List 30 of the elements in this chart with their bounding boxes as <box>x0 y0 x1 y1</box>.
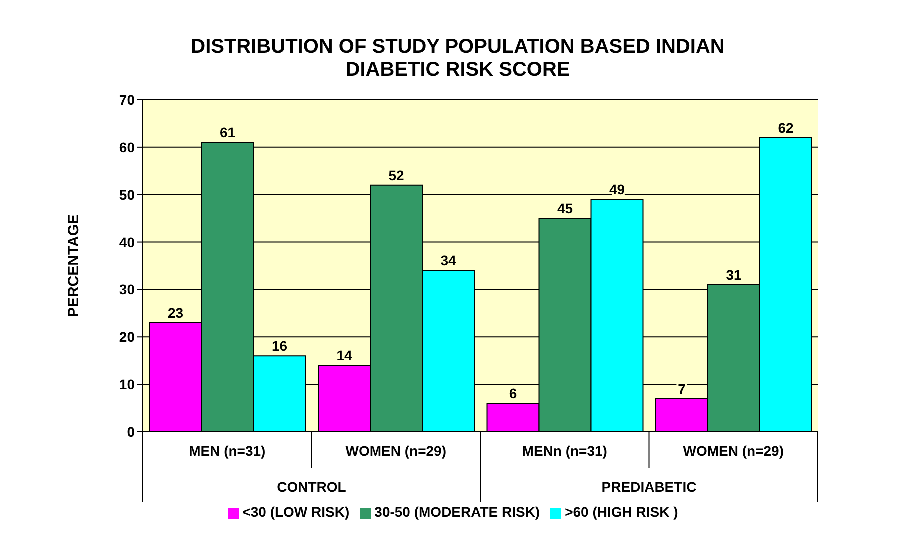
y-tick-label: 40 <box>119 234 136 250</box>
x-tick-label: MENn (n=31) <box>522 443 608 459</box>
legend-label: >60 (HIGH RISK ) <box>565 504 678 520</box>
legend-label: 30-50 (MODERATE RISK) <box>374 504 540 520</box>
data-label: 14 <box>336 348 352 364</box>
data-label: 23 <box>168 304 184 321</box>
data-label: 45 <box>557 200 574 217</box>
y-tick-label: 70 <box>119 92 136 108</box>
y-tick-label: 60 <box>119 139 136 156</box>
data-label: 62 <box>778 120 794 136</box>
y-tick-label: 20 <box>119 329 136 346</box>
chart-title: DISTRIBUTION OF STUDY POPULATION BASED INDIAN DIABETIC RISK SCORE <box>190 35 726 83</box>
legend-label: <30 (LOW RISK) <box>242 504 350 520</box>
data-label: 6 <box>509 386 518 402</box>
y-tick-label: 50 <box>119 186 136 203</box>
data-label: 61 <box>220 124 236 141</box>
text: CONTROL <box>277 479 347 495</box>
y-tick-label: 10 <box>119 376 136 393</box>
data-label: 49 <box>609 182 626 198</box>
text: PREDIABETIC <box>602 479 697 495</box>
data-label: 31 <box>726 266 742 283</box>
data-label: 16 <box>272 338 288 354</box>
data-label: 52 <box>388 167 404 184</box>
x-tick-label: WOMEN (n=29) <box>346 443 446 459</box>
y-axis-title: PERCENTAGE <box>65 214 82 318</box>
y-tick-label: 30 <box>119 282 136 298</box>
y-tick-label: 0 <box>127 424 136 440</box>
data-label: 34 <box>440 252 456 269</box>
x-tick-label: MEN (n=31) <box>189 443 266 459</box>
x-tick-label: WOMEN (n=29) <box>683 443 784 459</box>
